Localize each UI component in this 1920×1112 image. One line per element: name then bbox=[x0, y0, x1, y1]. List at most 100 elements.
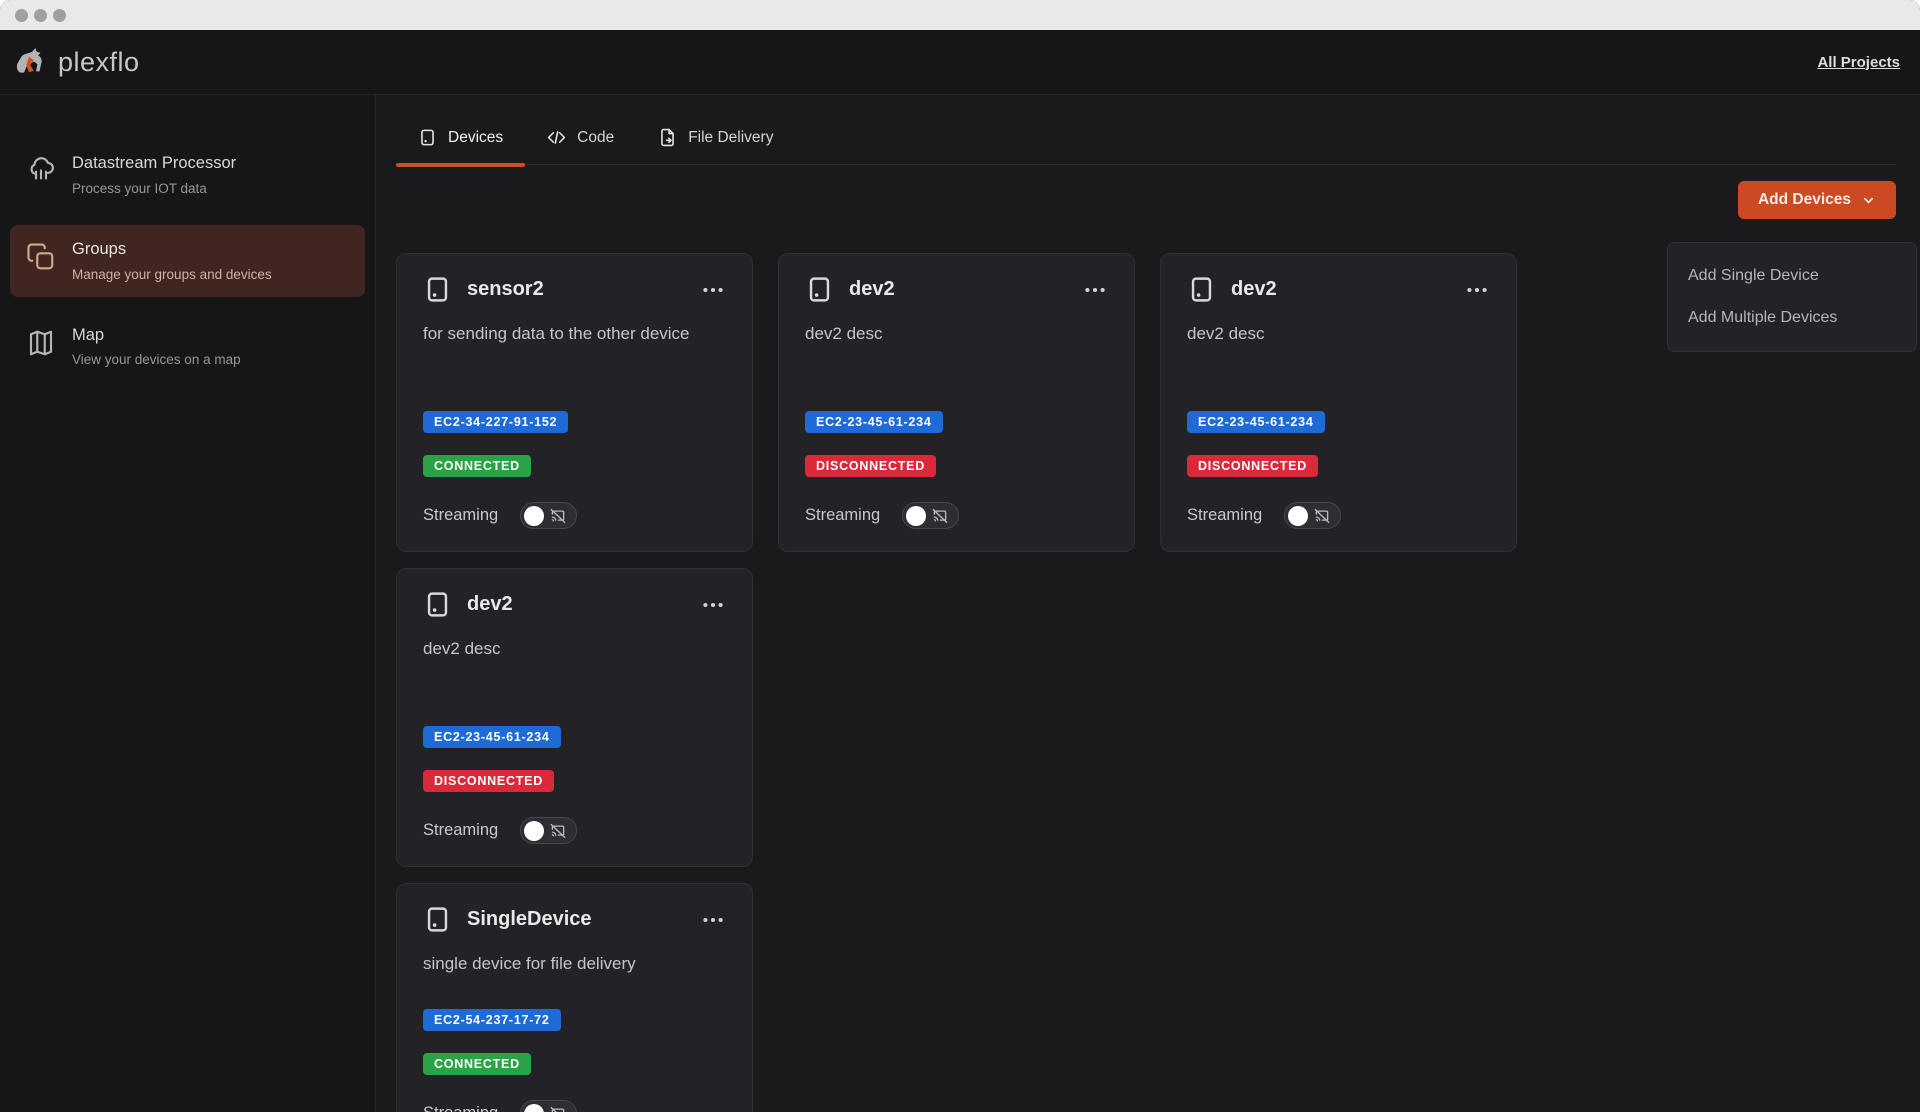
streaming-label: Streaming bbox=[423, 1104, 498, 1112]
tab-label: File Delivery bbox=[688, 128, 774, 146]
device-description: for sending data to the other device bbox=[423, 324, 690, 343]
toggle-knob bbox=[524, 505, 545, 526]
ellipsis-icon bbox=[703, 602, 723, 607]
streaming-toggle[interactable] bbox=[1284, 502, 1342, 529]
window-close-button[interactable] bbox=[15, 8, 28, 22]
main-content: Devices Code bbox=[376, 95, 1920, 1112]
status-badge: CONNECTED bbox=[423, 455, 531, 477]
device-card: dev2 dev2 desc EC2-23-45-61-234 DISCONNE… bbox=[778, 253, 1135, 552]
sidebar-item-subtitle: View your devices on a map bbox=[72, 352, 241, 368]
menu-item-add-multiple-devices[interactable]: Add Multiple Devices bbox=[1688, 309, 1838, 326]
ec2-badge: EC2-23-45-61-234 bbox=[423, 726, 561, 748]
all-projects-link[interactable]: All Projects bbox=[1817, 53, 1900, 71]
streaming-toggle[interactable] bbox=[520, 1100, 578, 1112]
ellipsis-icon bbox=[1085, 287, 1105, 292]
sidebar: Datastream Processor Process your IOT da… bbox=[0, 95, 376, 1112]
sidebar-item-title: Map bbox=[72, 325, 105, 344]
card-menu-button[interactable] bbox=[700, 592, 726, 618]
ec2-badge: EC2-23-45-61-234 bbox=[1187, 411, 1325, 433]
device-card: SingleDevice single device for file deli… bbox=[396, 883, 753, 1112]
menu-item-add-single-device[interactable]: Add Single Device bbox=[1688, 267, 1819, 284]
groups-icon bbox=[26, 242, 56, 272]
chevron-down-icon bbox=[1863, 197, 1874, 203]
file-delivery-icon bbox=[658, 128, 677, 147]
sidebar-item-datastream-processor[interactable]: Datastream Processor Process your IOT da… bbox=[10, 139, 365, 211]
ec2-badge: EC2-54-237-17-72 bbox=[423, 1009, 561, 1031]
ec2-badge: EC2-34-227-91-152 bbox=[423, 411, 569, 433]
streaming-off-icon bbox=[549, 507, 567, 525]
sidebar-item-subtitle: Process your IOT data bbox=[72, 180, 207, 196]
device-card: dev2 dev2 desc EC2-23-45-61-234 DISCONNE… bbox=[396, 568, 753, 867]
plexflo-logo-icon bbox=[16, 48, 42, 73]
toggle-knob bbox=[906, 505, 927, 526]
device-icon bbox=[418, 128, 437, 147]
card-menu-button[interactable] bbox=[700, 277, 726, 303]
datastream-cloud-icon bbox=[26, 156, 56, 186]
add-devices-button[interactable]: Add Devices bbox=[1737, 181, 1896, 219]
streaming-toggle[interactable] bbox=[520, 817, 578, 844]
sidebar-item-map[interactable]: Map View your devices on a map bbox=[10, 311, 365, 383]
status-badge: DISCONNECTED bbox=[1187, 455, 1319, 477]
ec2-badge: EC2-23-45-61-234 bbox=[805, 411, 943, 433]
device-name: dev2 bbox=[467, 593, 513, 615]
window-title-bar bbox=[0, 0, 1920, 30]
streaming-label: Streaming bbox=[1187, 506, 1263, 524]
streaming-toggle[interactable] bbox=[520, 502, 578, 529]
status-badge: DISCONNECTED bbox=[805, 455, 937, 477]
sidebar-item-subtitle: Manage your groups and devices bbox=[72, 266, 272, 282]
tab-bar: Devices Code bbox=[396, 111, 1896, 167]
streaming-label: Streaming bbox=[423, 821, 499, 839]
device-name: dev2 bbox=[849, 278, 895, 300]
streaming-label: Streaming bbox=[423, 506, 499, 524]
tab-label: Code bbox=[577, 128, 615, 146]
device-icon bbox=[423, 905, 452, 934]
streaming-toggle[interactable] bbox=[902, 502, 960, 529]
streaming-off-icon bbox=[549, 1105, 567, 1112]
streaming-off-icon bbox=[931, 507, 949, 525]
tab-label: Devices bbox=[448, 128, 504, 146]
brand-name: plexflo bbox=[58, 46, 140, 77]
device-name: dev2 bbox=[1231, 278, 1277, 300]
device-cards-grid: sensor2 for sending data to the other de… bbox=[396, 253, 1896, 1112]
ellipsis-icon bbox=[703, 917, 723, 922]
ellipsis-icon bbox=[1467, 287, 1487, 292]
toggle-knob bbox=[524, 820, 545, 841]
window-maximize-button[interactable] bbox=[53, 8, 66, 22]
tab-devices[interactable]: Devices bbox=[396, 111, 526, 167]
streaming-label: Streaming bbox=[805, 506, 881, 524]
device-card: dev2 dev2 desc EC2-23-45-61-234 DISCONNE… bbox=[1160, 253, 1517, 552]
device-icon bbox=[423, 275, 452, 304]
device-name: SingleDevice bbox=[467, 908, 592, 930]
toggle-knob bbox=[524, 1103, 545, 1112]
sidebar-item-groups[interactable]: Groups Manage your groups and devices bbox=[10, 224, 365, 297]
add-devices-label: Add Devices bbox=[1757, 191, 1851, 208]
device-icon bbox=[805, 275, 834, 304]
app-header: plexflo All Projects bbox=[0, 30, 1920, 95]
code-icon bbox=[547, 128, 566, 147]
card-menu-button[interactable] bbox=[700, 907, 726, 933]
card-menu-button[interactable] bbox=[1082, 277, 1108, 303]
device-icon bbox=[1187, 275, 1216, 304]
window-minimize-button[interactable] bbox=[34, 8, 47, 22]
device-name: sensor2 bbox=[467, 278, 544, 300]
status-badge: DISCONNECTED bbox=[423, 770, 555, 792]
card-menu-button[interactable] bbox=[1464, 277, 1490, 303]
ellipsis-icon bbox=[703, 287, 723, 292]
device-description: single device for file delivery bbox=[423, 954, 636, 973]
device-description: dev2 desc bbox=[1187, 324, 1265, 343]
status-badge: CONNECTED bbox=[423, 1053, 531, 1075]
device-description: dev2 desc bbox=[805, 324, 883, 343]
streaming-off-icon bbox=[549, 822, 567, 840]
device-description: dev2 desc bbox=[423, 639, 501, 658]
map-icon bbox=[26, 328, 56, 358]
device-card: sensor2 for sending data to the other de… bbox=[396, 253, 753, 552]
toggle-knob bbox=[1288, 505, 1309, 526]
sidebar-item-title: Groups bbox=[72, 239, 127, 258]
tab-file-delivery[interactable]: File Delivery bbox=[636, 111, 795, 164]
streaming-off-icon bbox=[1313, 507, 1331, 525]
add-devices-dropdown: Add Single Device Add Multiple Devices bbox=[1667, 242, 1917, 352]
tab-code[interactable]: Code bbox=[525, 111, 636, 164]
device-icon bbox=[423, 590, 452, 619]
plexflo-brand: plexflo bbox=[12, 44, 140, 80]
